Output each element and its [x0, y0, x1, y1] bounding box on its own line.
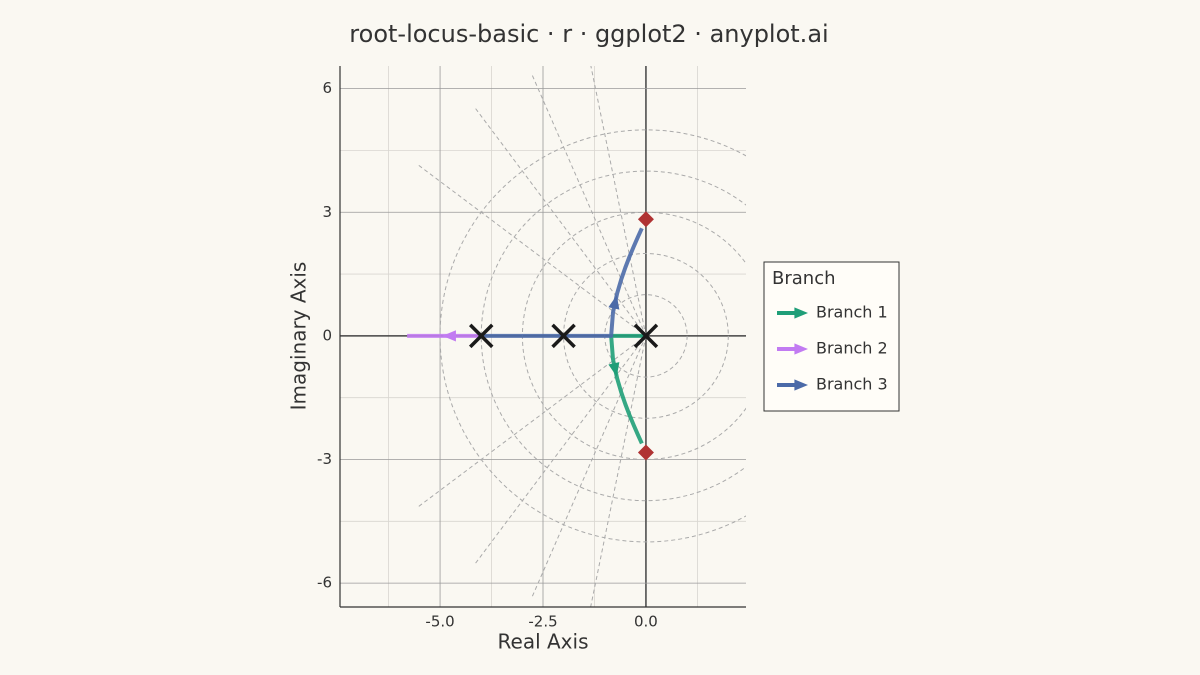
- zeta-line: [418, 164, 647, 337]
- pole-marker: [551, 323, 576, 349]
- crossing-marker: [637, 444, 654, 461]
- x-tick-label: -5.0: [425, 613, 454, 631]
- zeta-line: [475, 335, 647, 564]
- legend-title: Branch: [772, 268, 836, 289]
- pole-marker: [633, 323, 659, 349]
- y-tick-label: -6: [317, 574, 332, 592]
- legend-label: Branch 3: [816, 375, 888, 394]
- zeta-line: [475, 108, 647, 337]
- chart-title: root-locus-basic · r · ggplot2 · anyplot…: [349, 20, 828, 48]
- x-tick-label: 0.0: [634, 613, 658, 631]
- legend-label: Branch 1: [816, 303, 888, 322]
- legend-arrow: [794, 307, 808, 319]
- zeta-line: [531, 75, 647, 337]
- pole-marker: [468, 323, 494, 349]
- zeta-line: [590, 66, 647, 336]
- y-tick-label: -3: [317, 450, 332, 468]
- legend-arrow: [794, 343, 808, 355]
- crossing-marker: [637, 211, 654, 228]
- y-tick-label: 3: [322, 203, 332, 221]
- branch-line: [609, 333, 646, 445]
- zeta-line: [590, 335, 647, 607]
- direction-arrow: [442, 330, 456, 342]
- zeta-line: [418, 335, 647, 507]
- y-tick-label: 0: [322, 326, 332, 344]
- direction-arrow: [608, 362, 620, 377]
- y-axis-label: Imaginary Axis: [287, 262, 311, 411]
- x-axis-label: Real Axis: [498, 630, 589, 654]
- branch-line: [481, 227, 644, 338]
- y-tick-label: 6: [322, 79, 332, 97]
- x-tick-label: -2.5: [528, 613, 557, 631]
- direction-arrow: [608, 295, 620, 310]
- zeta-line: [531, 335, 647, 597]
- legend-arrow: [794, 379, 808, 391]
- legend-label: Branch 2: [816, 339, 888, 358]
- wn-circle: [563, 252, 729, 419]
